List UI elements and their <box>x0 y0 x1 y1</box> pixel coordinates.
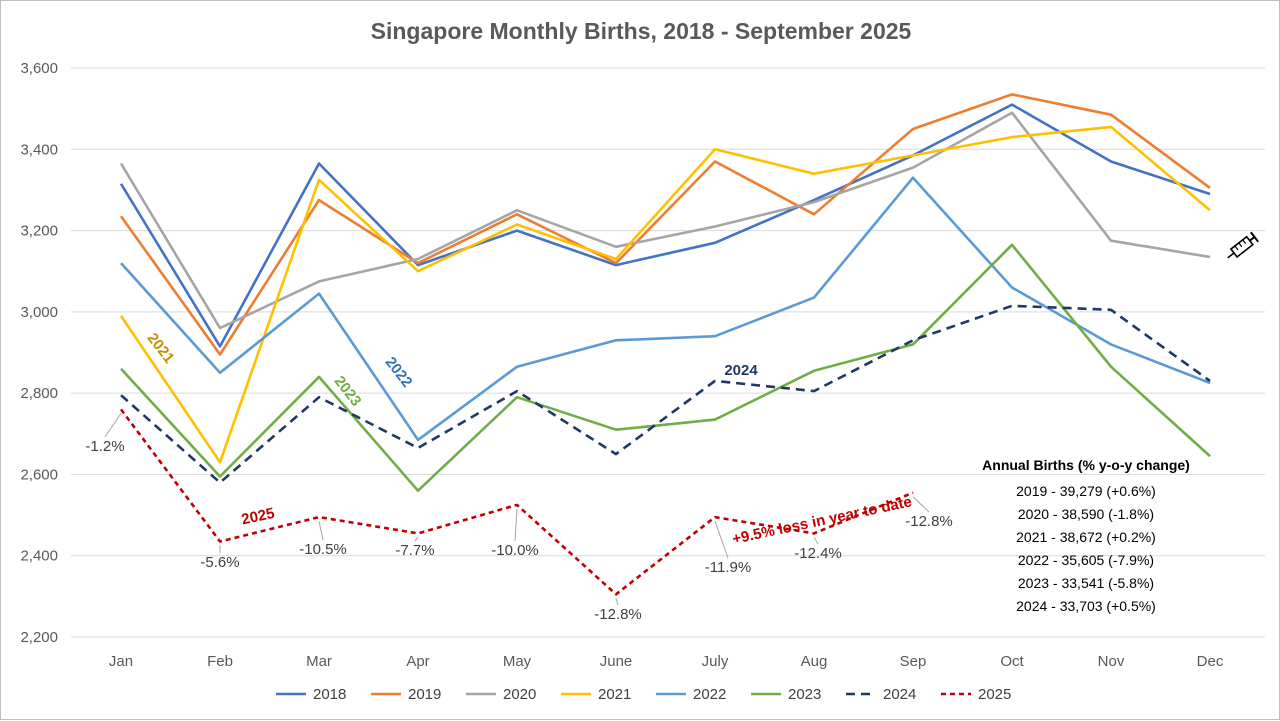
data-label-leader <box>414 537 419 542</box>
x-tick-label: May <box>503 653 532 670</box>
x-axis: Jan Feb Mar Apr May June July Aug Sep Oct Nov Dec <box>109 653 1224 670</box>
data-label-leader <box>104 413 122 438</box>
x-tick-label: Oct <box>1000 653 1024 670</box>
data-label-leader <box>813 537 819 545</box>
x-tick-label: Nov <box>1098 653 1125 670</box>
gridlines <box>71 67 1265 638</box>
y-tick-label: 3,400 <box>20 141 58 158</box>
x-tick-label: Dec <box>1197 653 1224 670</box>
label-leader-lines <box>104 413 930 606</box>
series-lines <box>119 93 1211 596</box>
legend-label-2021: 2021 <box>598 686 631 703</box>
annual-births-row: 2021 - 38,672 (+0.2%) <box>1016 529 1156 545</box>
legend-label-2022: 2022 <box>693 686 726 703</box>
series-label-2024: 2024 <box>724 362 758 379</box>
data-label-leader <box>912 496 930 513</box>
y-tick-label: 3,200 <box>20 223 58 240</box>
series-label-2023: 2023 <box>331 373 365 410</box>
x-tick-label: Sep <box>900 653 927 670</box>
legend-label-2024: 2024 <box>883 686 916 703</box>
legend: 2018 2019 2020 2021 2022 2023 2024 2025 <box>276 686 1011 703</box>
annual-births-row: 2020 - 38,590 (-1.8%) <box>1018 506 1154 522</box>
data-label-leader <box>514 508 518 542</box>
data-label: -12.8% <box>594 606 642 623</box>
data-label: -11.9% <box>705 559 751 576</box>
annual-births-row: 2019 - 39,279 (+0.6%) <box>1016 483 1156 499</box>
y-tick-label: 2,200 <box>20 629 58 646</box>
annual-births-row: 2024 - 33,703 (+0.5%) <box>1016 598 1156 614</box>
annual-births-box: Annual Births (% y-o-y change) 2019 - 39… <box>982 457 1190 614</box>
y-tick-label: 3,000 <box>20 304 58 321</box>
x-tick-label: June <box>600 653 633 670</box>
x-tick-label: Feb <box>207 653 233 670</box>
data-label: -10.5% <box>299 541 347 558</box>
data-label-leader <box>318 521 324 541</box>
y-tick-label: 3,600 <box>20 60 58 77</box>
y-tick-label: 2,400 <box>20 548 58 565</box>
series-label-2025: 2025 <box>240 505 276 529</box>
annual-births-title: Annual Births (% y-o-y change) <box>982 457 1190 473</box>
annual-births-row: 2022 - 35,605 (-7.9%) <box>1018 552 1154 568</box>
series-label-2022: 2022 <box>382 354 416 391</box>
legend-label-2019: 2019 <box>408 686 441 703</box>
ytd-loss-annotation: +9.5% loss in year to date <box>731 493 914 548</box>
x-tick-label: Apr <box>406 653 429 670</box>
syringe-icon <box>1227 231 1259 259</box>
y-tick-label: 2,800 <box>20 385 58 402</box>
annual-births-row: 2023 - 33,541 (-5.8%) <box>1018 575 1154 591</box>
data-label-leader <box>615 598 619 606</box>
series-line-2021 <box>119 125 1211 464</box>
data-label: -10.0% <box>491 542 539 559</box>
legend-label-2020: 2020 <box>503 686 536 703</box>
y-axis: 2,200 2,400 2,600 2,800 3,000 3,200 3,400 3,600 <box>20 60 58 646</box>
series-line-2025 <box>119 408 914 596</box>
data-label: -1.2% <box>85 438 124 455</box>
series-line-2023 <box>120 243 1211 493</box>
data-labels-2025: -1.2% -5.6% -10.5% -7.7% -10.0% -12.8% -11.9% -… <box>85 438 952 623</box>
data-label: -12.8% <box>905 513 953 530</box>
data-label: -7.7% <box>395 542 434 559</box>
data-label: -5.6% <box>200 554 239 571</box>
legend-label-2025: 2025 <box>978 686 1011 703</box>
series-label-2021: 2021 <box>144 330 178 367</box>
y-tick-label: 2,600 <box>20 466 58 483</box>
data-label-leader <box>714 520 729 559</box>
legend-label-2023: 2023 <box>788 686 821 703</box>
chart-title: Singapore Monthly Births, 2018 - Septemb… <box>371 18 912 44</box>
series-line-2022 <box>120 176 1211 442</box>
series-line-2024 <box>120 304 1211 484</box>
series-line-2018 <box>119 103 1211 348</box>
data-label: -12.4% <box>794 545 842 562</box>
legend-label-2018: 2018 <box>313 686 346 703</box>
x-tick-label: Aug <box>801 653 828 670</box>
x-tick-label: July <box>702 653 729 670</box>
x-tick-label: Mar <box>306 653 332 670</box>
series-line-2020 <box>119 111 1211 330</box>
x-tick-label: Jan <box>109 653 133 670</box>
